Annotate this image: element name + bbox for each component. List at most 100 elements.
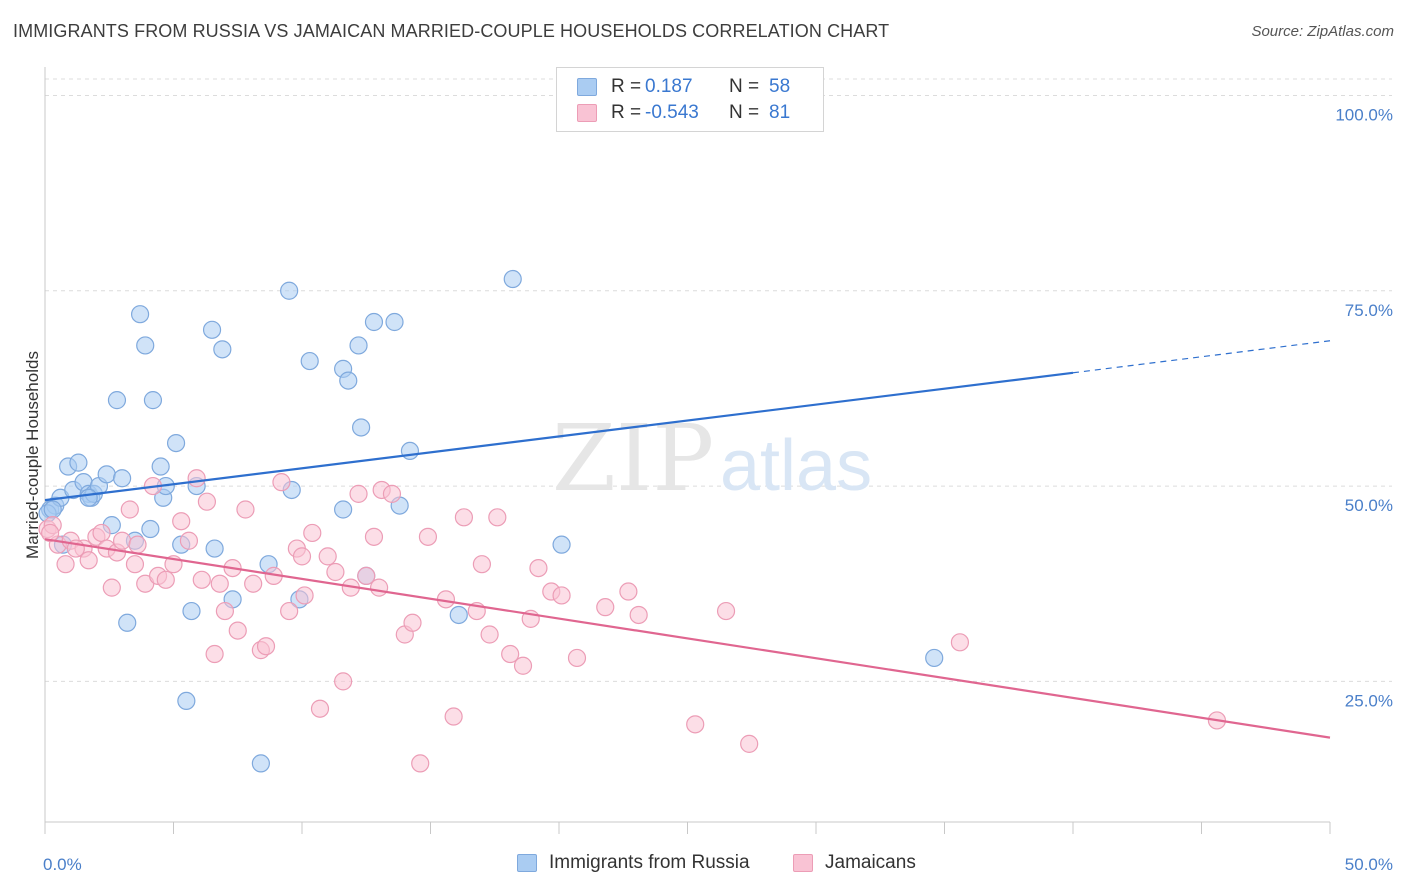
data-point-jamaicans [125, 555, 145, 574]
data-point-russia [300, 351, 319, 371]
data-point-jamaicans [619, 582, 638, 601]
x-tick-label: 0.0% [43, 855, 82, 874]
data-point-jamaicans [444, 707, 463, 726]
data-point-jamaicans [629, 605, 648, 625]
legend-row-jamaicans: R = -0.543 N = 81 [577, 101, 790, 125]
data-point-jamaicans [349, 484, 368, 503]
y-axis-title: Married-couple Households [23, 351, 42, 559]
data-point-russia [151, 457, 170, 476]
data-point-jamaicans [205, 644, 224, 664]
data-point-russia [334, 500, 353, 519]
data-point-jamaicans [418, 527, 438, 546]
data-point-jamaicans [552, 586, 571, 605]
data-point-jamaicans [529, 558, 548, 578]
data-point-russia [925, 648, 944, 668]
series-legend: Immigrants from Russia Jamaicans [0, 852, 1406, 878]
data-point-jamaicans [318, 547, 337, 566]
data-point-russia [43, 500, 62, 519]
legend-item-russia: Immigrants from Russia [517, 852, 750, 874]
legend-swatch-russia [517, 854, 537, 872]
data-point-jamaicans [501, 644, 520, 664]
watermark-zip: ZIP [552, 405, 714, 512]
data-point-jamaicans [179, 531, 199, 550]
data-point-jamaicans [102, 578, 121, 597]
watermark-atlas: atlas [720, 426, 872, 506]
data-point-russia [202, 320, 222, 339]
y-tick-label: 100.0% [1335, 105, 1393, 124]
legend-swatch-jamaicans [793, 854, 813, 872]
data-point-russia [503, 269, 522, 289]
x-tick-label: 50.0% [1345, 855, 1393, 874]
data-point-russia [364, 312, 384, 332]
data-point-jamaicans [403, 613, 422, 632]
data-point-jamaicans [488, 508, 507, 527]
data-point-jamaicans [480, 625, 499, 644]
data-point-jamaicans [197, 492, 217, 511]
r-value: 0.187 [645, 76, 693, 97]
r-label: R = [611, 76, 642, 97]
chart-title: IMMIGRANTS FROM RUSSIA VS JAMAICAN MARRI… [13, 21, 890, 41]
data-point-jamaicans [272, 473, 291, 492]
data-point-jamaicans [596, 598, 615, 617]
trend-line-russia [44, 371, 1074, 502]
n-value: 81 [769, 102, 791, 123]
watermark: ZIP atlas [552, 405, 872, 512]
legend-swatch-jamaicans [577, 104, 597, 122]
data-point-russia [177, 691, 196, 711]
y-tick-label: 75.0% [1345, 301, 1393, 320]
data-point-jamaicans [357, 566, 376, 586]
y-tick-label: 25.0% [1345, 691, 1393, 710]
data-point-jamaicans [950, 633, 970, 652]
data-point-jamaicans [382, 484, 402, 503]
trend-line-jamaicans [44, 538, 1331, 739]
legend-item-jamaicans: Jamaicans [793, 852, 916, 874]
data-point-jamaicans [120, 500, 139, 519]
data-point-jamaicans [454, 508, 474, 527]
data-point-russia [205, 539, 224, 558]
data-point-russia [552, 535, 571, 554]
data-point-jamaicans [244, 574, 263, 593]
r-label: R = [611, 102, 642, 123]
r-value: -0.543 [645, 102, 699, 123]
data-point-jamaicans [92, 523, 111, 543]
data-point-russia [352, 418, 371, 437]
data-point-russia [400, 441, 420, 461]
data-point-russia [143, 391, 163, 410]
legend-row-russia: R = 0.187 N = 58 [577, 75, 790, 99]
data-point-jamaicans [364, 527, 384, 546]
legend-swatch-russia [577, 78, 597, 96]
data-point-russia [107, 391, 127, 410]
data-point-russia [141, 519, 160, 539]
data-point-russia [339, 371, 358, 390]
stats-legend: R = 0.187 N = 58 R = -0.543 N = 81 [556, 67, 824, 132]
data-point-russia [97, 465, 116, 484]
data-point-jamaicans [215, 601, 234, 621]
trend-lines [44, 340, 1331, 739]
data-point-jamaicans [41, 523, 60, 543]
data-point-russia [130, 305, 150, 324]
tick-labels: 100.0% 75.0% 50.0% 25.0% 0.0% 50.0% [43, 105, 1393, 874]
data-point-jamaicans [334, 672, 353, 691]
data-point-jamaicans [192, 570, 211, 589]
data-point-jamaicans [79, 551, 98, 570]
data-point-jamaicans [370, 578, 389, 597]
data-point-russia [349, 336, 368, 355]
data-point-jamaicans [187, 469, 206, 488]
data-point-jamaicans [256, 637, 276, 656]
data-point-jamaicans [295, 586, 314, 605]
data-point-russia [385, 312, 404, 332]
data-point-jamaicans [128, 535, 147, 554]
data-point-russia [118, 613, 137, 632]
n-value: 58 [769, 76, 791, 97]
trend-line-russia-extension [1072, 340, 1331, 374]
axes [44, 67, 1331, 834]
data-point-jamaicans [292, 547, 312, 566]
data-point-russia [136, 336, 155, 355]
data-point-jamaicans [236, 500, 255, 519]
legend-label-russia: Immigrants from Russia [549, 852, 750, 873]
data-point-russia [69, 453, 88, 472]
data-point-jamaicans [228, 621, 247, 640]
data-point-jamaicans [326, 562, 345, 582]
legend-label-jamaicans: Jamaicans [825, 852, 916, 873]
